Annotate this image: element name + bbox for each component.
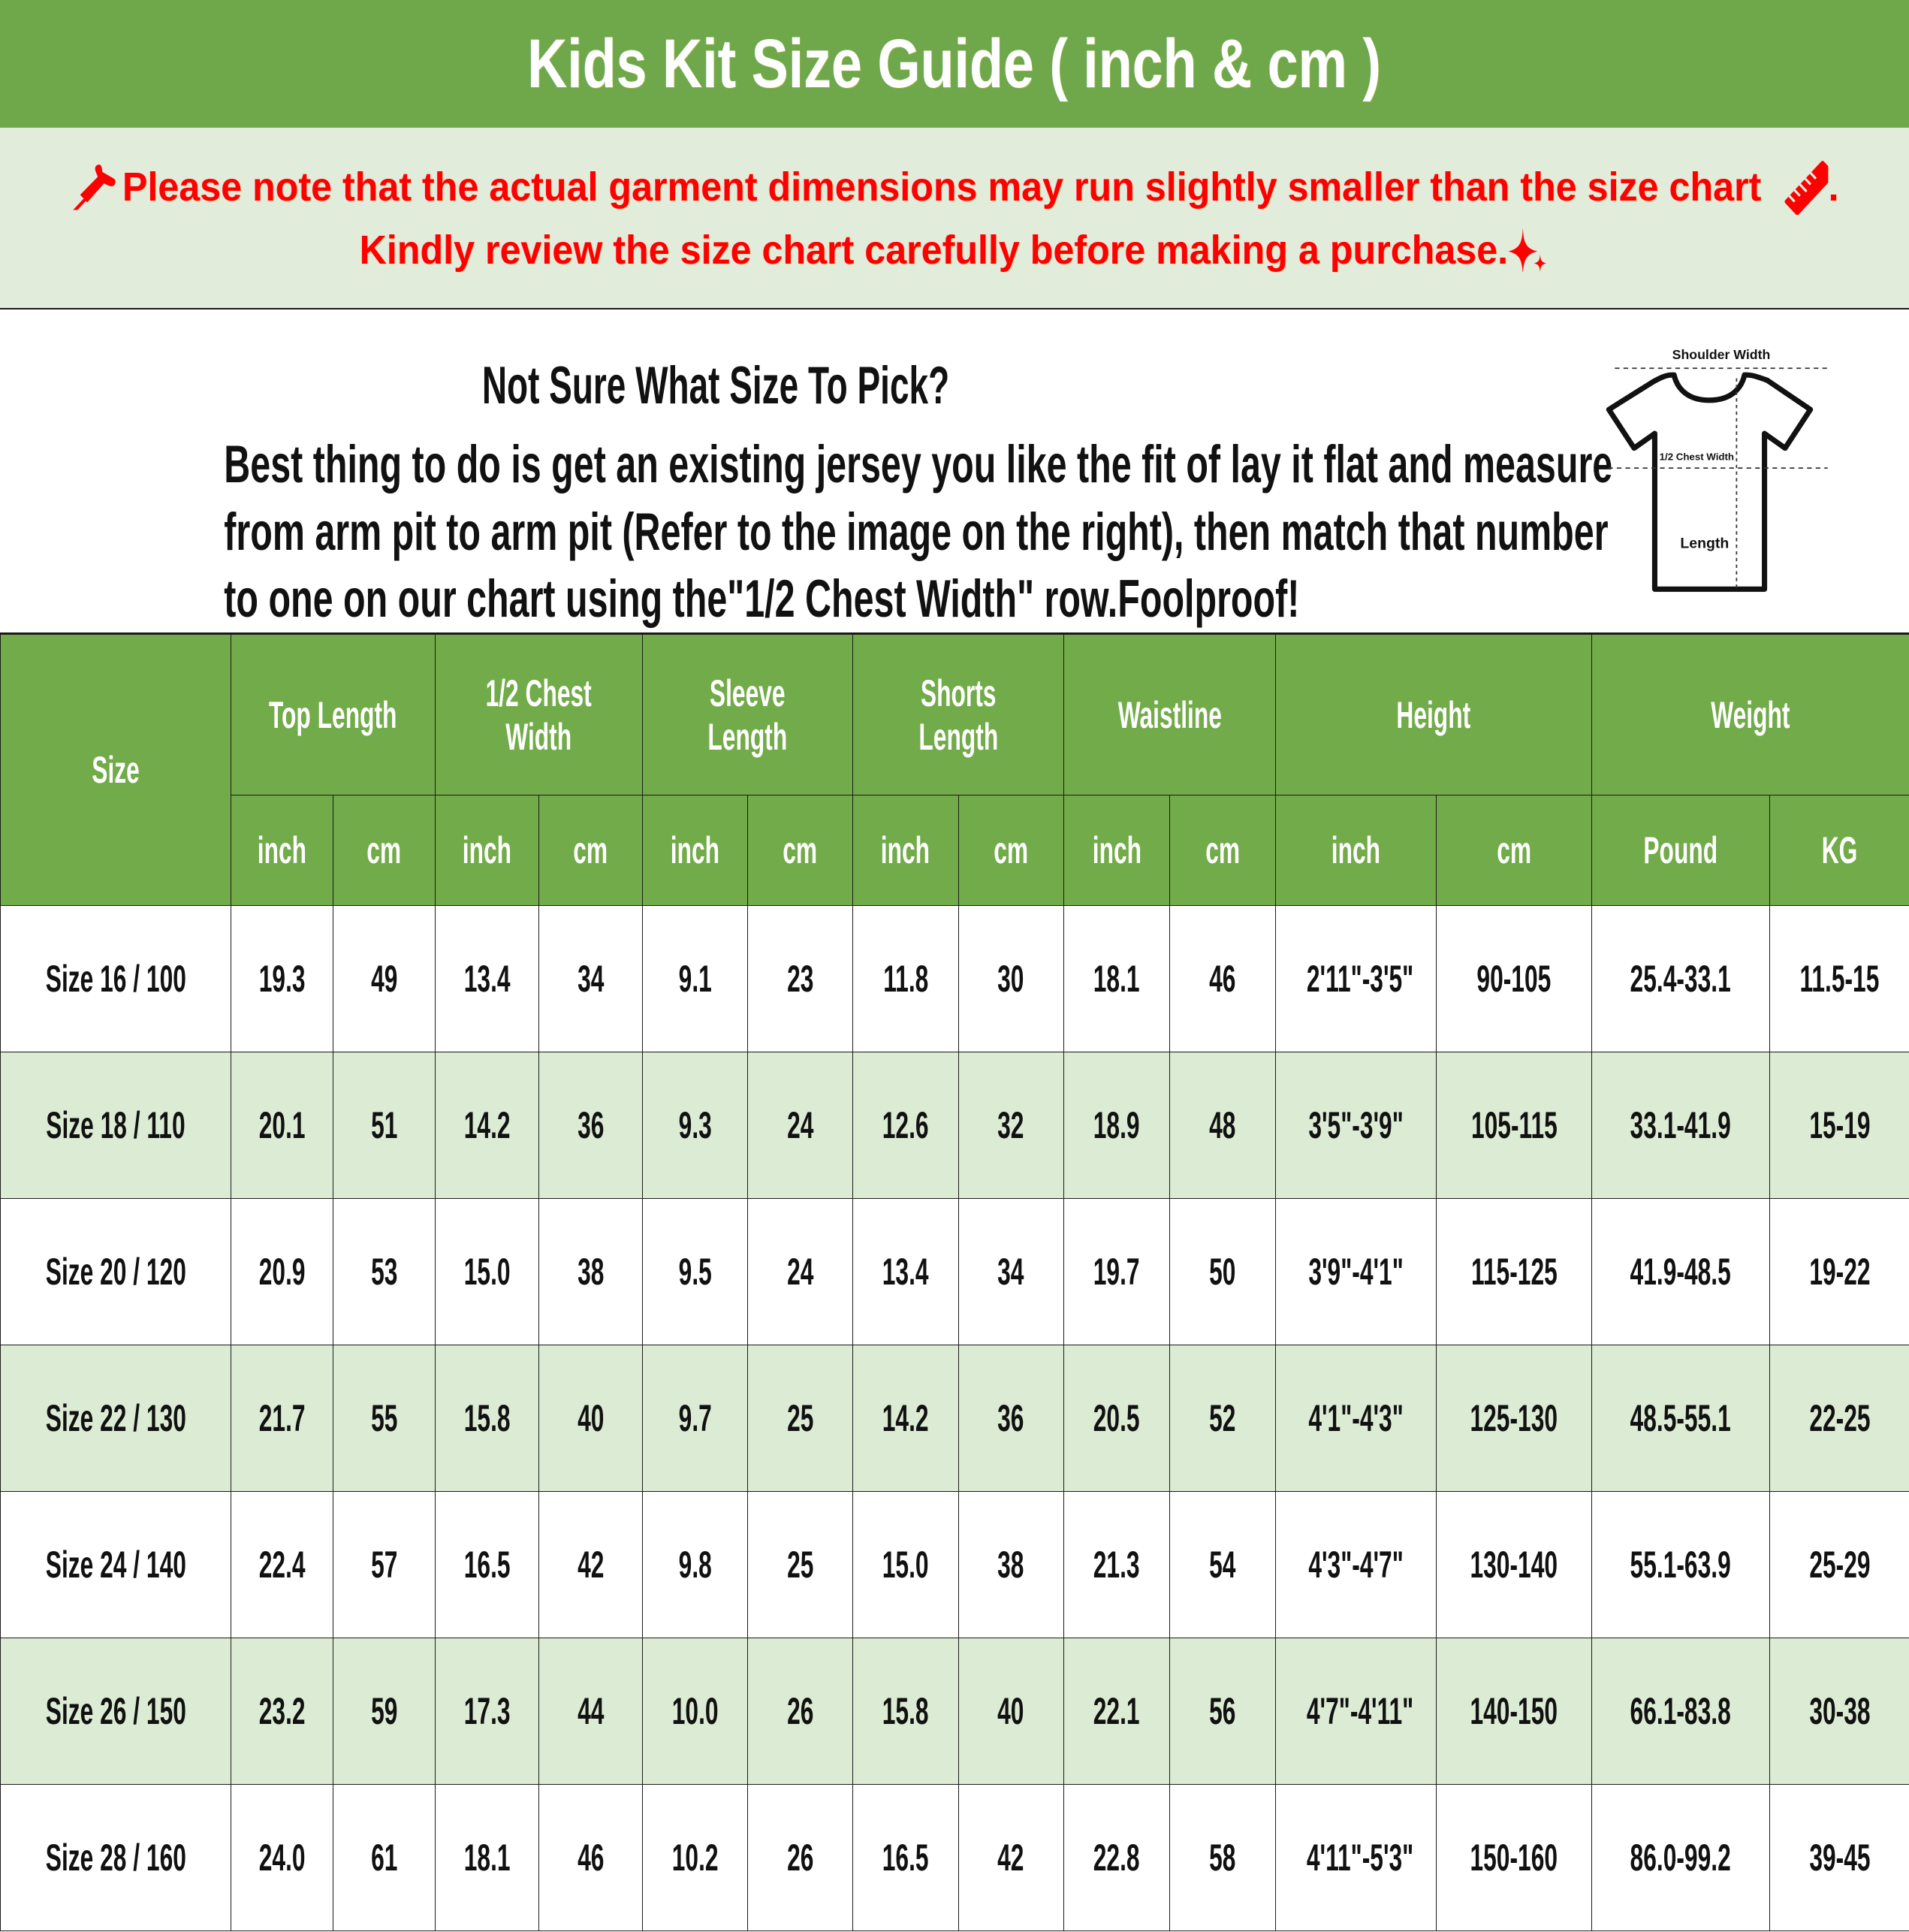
svg-text:Shoulder Width: Shoulder Width (1672, 347, 1771, 362)
svg-text:1/2 Chest Width: 1/2 Chest Width (1660, 451, 1734, 463)
svg-text:Length: Length (1680, 535, 1729, 551)
